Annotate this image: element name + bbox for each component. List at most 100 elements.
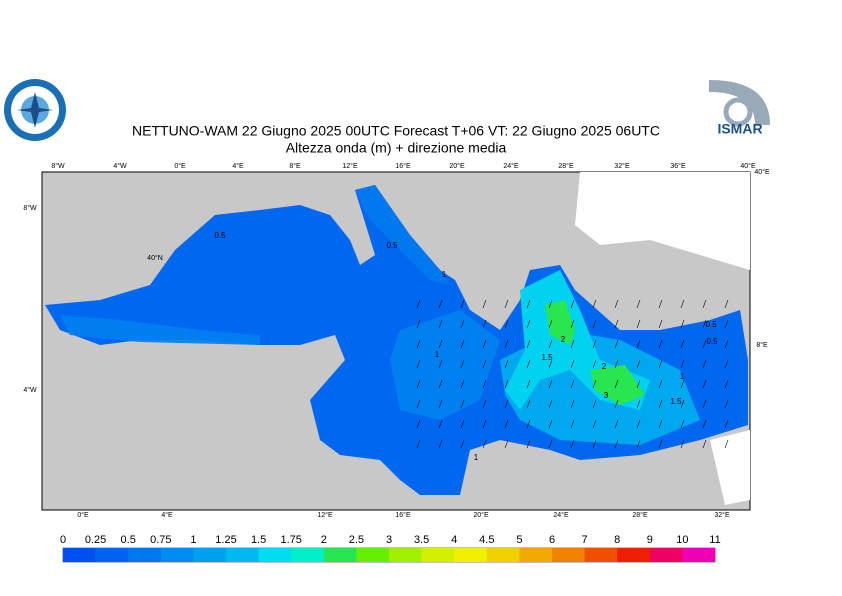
direction-arrow <box>526 299 531 309</box>
contour-label: 1.5 <box>670 397 682 406</box>
colorbar-tick-label: 0.25 <box>85 534 106 546</box>
colorbar-tick-label: 6 <box>549 534 555 546</box>
lon-label: 40°E <box>740 162 756 170</box>
colorbar-swatch <box>519 548 553 562</box>
colorbar-swatch <box>682 548 716 562</box>
direction-arrow <box>548 379 553 389</box>
direction-arrow <box>548 399 553 409</box>
direction-arrow <box>680 399 685 409</box>
lon-label: 0°E <box>174 162 186 170</box>
direction-arrow <box>636 319 641 329</box>
direction-arrow <box>504 299 509 309</box>
colorbar-swatch <box>389 548 422 562</box>
direction-arrow <box>614 299 619 309</box>
colorbar-swatch <box>128 548 162 562</box>
colorbar-tick-label: 7 <box>582 534 588 546</box>
direction-arrow <box>636 399 641 409</box>
direction-arrow <box>482 359 487 369</box>
direction-arrow <box>658 439 663 449</box>
direction-arrow <box>438 399 443 409</box>
direction-arrow <box>724 319 729 329</box>
lat-label: 40°E <box>754 168 770 176</box>
direction-arrow <box>636 379 641 389</box>
lon-label: 24°E <box>503 162 519 170</box>
direction-arrow <box>548 299 553 309</box>
lon-label: 4°E <box>232 162 244 170</box>
direction-arrow <box>702 399 707 409</box>
direction-arrow <box>702 379 707 389</box>
direction-arrow <box>614 379 619 389</box>
lon-label: 8°E <box>289 162 301 170</box>
direction-arrow <box>504 379 509 389</box>
direction-arrow <box>548 419 553 429</box>
lon-label: 16°E <box>395 511 411 519</box>
lon-label: 16°E <box>395 162 411 170</box>
direction-arrow <box>482 419 487 429</box>
direction-arrow <box>526 419 531 429</box>
direction-arrow <box>592 399 597 409</box>
direction-arrow <box>438 339 443 349</box>
colorbar-tick-label: 4 <box>451 534 457 546</box>
lon-label: 20°E <box>473 511 489 519</box>
lon-label: 4°E <box>161 511 173 519</box>
lon-label: 32°E <box>614 162 630 170</box>
colorbar-swatch <box>421 548 455 562</box>
colorbar-tick-label: 0.5 <box>121 534 136 546</box>
direction-arrow <box>592 419 597 429</box>
direction-arrow <box>636 439 641 449</box>
direction-arrow <box>548 339 553 349</box>
contour-label: 2 <box>602 362 607 371</box>
contour-label: 2 <box>561 335 566 344</box>
direction-arrow <box>416 399 421 409</box>
colorbar-tick-label: 0.75 <box>150 534 171 546</box>
direction-arrow <box>614 419 619 429</box>
direction-arrow <box>438 419 443 429</box>
contour-label: 1 <box>474 453 479 462</box>
direction-arrow <box>460 419 465 429</box>
direction-arrow <box>724 419 729 429</box>
direction-arrow <box>658 419 663 429</box>
contour-label: 0.5 <box>214 231 226 240</box>
map <box>41 171 751 511</box>
logo-text: ISMAR <box>717 121 762 137</box>
contour-label: 1.5 <box>541 353 553 362</box>
colorbar-tick-label: 9 <box>647 534 653 546</box>
direction-arrow <box>504 399 509 409</box>
direction-arrow <box>680 319 685 329</box>
direction-arrow <box>658 359 663 369</box>
colorbar-tick-label: 2.5 <box>349 534 364 546</box>
lon-label: 32°E <box>714 511 730 519</box>
direction-arrow <box>680 379 685 389</box>
direction-arrow <box>416 419 421 429</box>
direction-arrow <box>482 339 487 349</box>
direction-arrow <box>658 339 663 349</box>
direction-arrow <box>438 359 443 369</box>
direction-arrow <box>504 319 509 329</box>
direction-arrow <box>614 339 619 349</box>
direction-arrow <box>504 419 509 429</box>
direction-arrow <box>680 439 685 449</box>
title: NETTUNO-WAM 22 Giugno 2025 00UTC Forecas… <box>132 123 660 139</box>
direction-arrow <box>680 299 685 309</box>
lat-label: 8°E <box>756 341 768 349</box>
colorbar-swatch <box>552 548 585 562</box>
lon-label: 8°W <box>51 162 65 170</box>
direction-arrow <box>614 319 619 329</box>
colorbar-swatch <box>584 548 618 562</box>
colorbar-swatch <box>193 548 227 562</box>
direction-arrow <box>570 439 575 449</box>
lon-label: 12°E <box>317 511 333 519</box>
direction-arrow <box>548 439 553 449</box>
lon-label: 12°E <box>342 162 358 170</box>
direction-arrow <box>438 299 443 309</box>
colorbar-tick-label: 5 <box>516 534 522 546</box>
direction-arrow <box>526 319 531 329</box>
direction-arrow <box>460 439 465 449</box>
direction-arrow <box>658 379 663 389</box>
colorbar-tick-label: 0 <box>60 534 66 546</box>
direction-arrow <box>680 419 685 429</box>
direction-arrow <box>570 399 575 409</box>
direction-arrow <box>702 359 707 369</box>
direction-arrow <box>636 419 641 429</box>
